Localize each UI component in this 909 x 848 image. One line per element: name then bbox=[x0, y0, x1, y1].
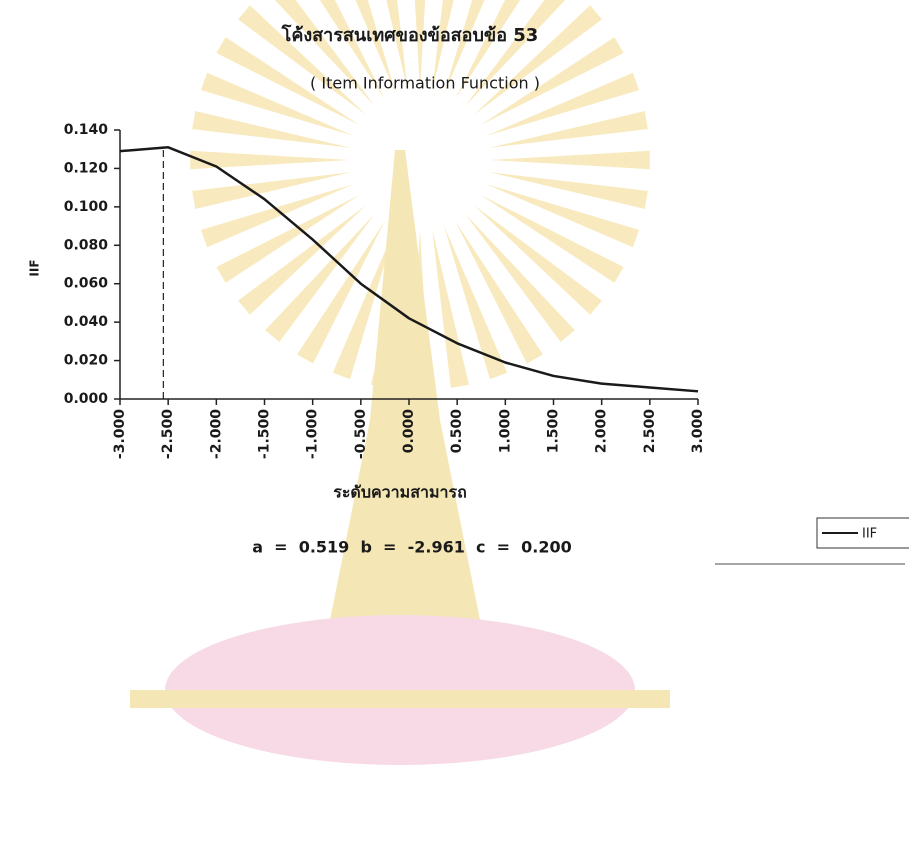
watermark-ray bbox=[265, 213, 376, 342]
watermark-ray bbox=[455, 0, 521, 100]
x-tick-label: -1.000 bbox=[305, 409, 321, 459]
watermark-ray bbox=[238, 204, 367, 315]
x-tick-label: -0.500 bbox=[353, 409, 369, 459]
y-tick-label: 0.040 bbox=[64, 314, 109, 330]
watermark-ray bbox=[332, 225, 397, 380]
x-axis-title: ระดับความสามารถ bbox=[333, 483, 467, 502]
watermark-ray bbox=[432, 0, 454, 92]
x-tick-label: 3.000 bbox=[690, 409, 706, 454]
watermark-ray bbox=[480, 195, 624, 283]
x-tick-label: 0.500 bbox=[449, 409, 465, 454]
watermark-ray bbox=[297, 220, 385, 364]
watermark-ray bbox=[386, 0, 408, 92]
x-tick-label: -2.500 bbox=[160, 409, 176, 459]
y-tick-label: 0.120 bbox=[64, 160, 109, 176]
watermark-ray bbox=[443, 0, 485, 95]
watermark-ray bbox=[443, 225, 508, 380]
watermark-ray bbox=[238, 5, 367, 116]
watermark-ray bbox=[464, 213, 575, 342]
watermark-ray bbox=[319, 0, 385, 100]
watermark-ray bbox=[192, 172, 352, 209]
watermark-ray bbox=[414, 0, 426, 90]
watermark-bar bbox=[130, 690, 670, 708]
watermark-ray bbox=[216, 37, 360, 125]
x-tick-label: 1.500 bbox=[546, 409, 562, 454]
x-tick-label: -3.000 bbox=[112, 409, 128, 459]
x-tick-label: 2.500 bbox=[642, 409, 658, 454]
legend-label: IIF bbox=[862, 527, 877, 542]
chart-subtitle: ( Item Information Function ) bbox=[310, 74, 540, 93]
watermark-ray bbox=[216, 195, 360, 283]
x-tick-label: -2.000 bbox=[208, 409, 224, 459]
x-tick-label: 0.000 bbox=[401, 409, 417, 454]
watermark-ray bbox=[480, 37, 624, 125]
watermark-ray bbox=[488, 172, 648, 209]
x-tick-label: -1.500 bbox=[257, 409, 273, 459]
watermark-ray bbox=[274, 0, 376, 107]
y-tick-label: 0.080 bbox=[64, 237, 109, 253]
watermark-spire bbox=[330, 150, 480, 620]
x-tick-label: 1.000 bbox=[497, 409, 513, 454]
watermark-ray bbox=[432, 228, 469, 388]
watermark-ray bbox=[455, 220, 543, 364]
watermark-ray bbox=[485, 183, 640, 248]
watermark-ray bbox=[464, 0, 566, 107]
watermark-ray bbox=[490, 150, 650, 170]
watermark-ray bbox=[192, 111, 352, 148]
watermark bbox=[130, 0, 670, 765]
x-tick-label: 2.000 bbox=[594, 409, 610, 454]
y-tick-label: 0.100 bbox=[64, 199, 109, 215]
chart-title: โค้งสารสนเทศของข้อสอบข้อ 53 bbox=[281, 24, 539, 46]
watermark-ray bbox=[473, 5, 602, 116]
y-axis-title: IIF bbox=[28, 259, 42, 276]
y-tick-label: 0.000 bbox=[64, 391, 109, 407]
watermark-ray bbox=[488, 111, 648, 148]
series-line bbox=[119, 146, 699, 393]
watermark-ray bbox=[200, 183, 355, 248]
y-tick-label: 0.060 bbox=[64, 276, 109, 292]
y-tick-label: 0.020 bbox=[64, 353, 109, 369]
watermark-ray bbox=[355, 0, 397, 95]
watermark-halo bbox=[358, 98, 482, 222]
watermark-ray bbox=[190, 150, 350, 170]
watermark-ray bbox=[200, 72, 355, 137]
watermark-ray bbox=[473, 204, 602, 315]
watermark-ray bbox=[485, 72, 640, 137]
annotation: a = 0.519 b = -2.961 c = 0.200 bbox=[252, 538, 572, 557]
y-tick-label: 0.140 bbox=[64, 122, 109, 138]
